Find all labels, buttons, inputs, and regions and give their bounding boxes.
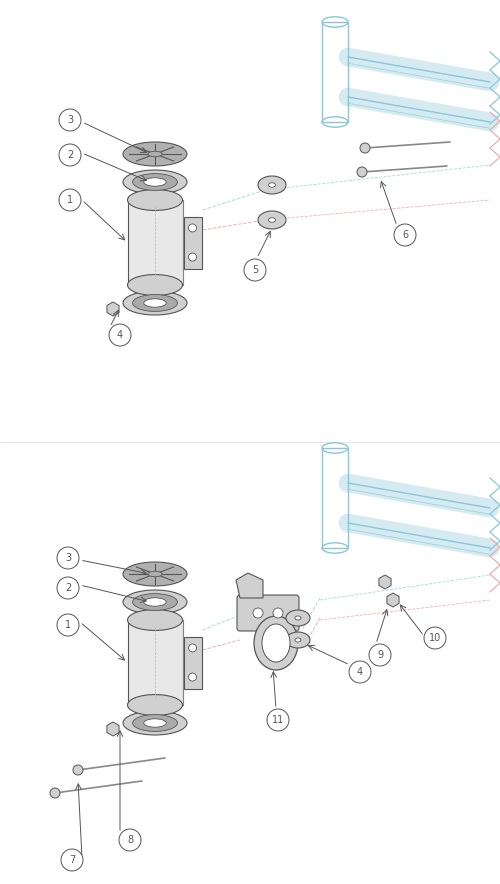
Bar	[184, 217, 202, 269]
Circle shape	[109, 324, 131, 346]
Polygon shape	[107, 722, 119, 736]
Ellipse shape	[268, 217, 276, 222]
Ellipse shape	[295, 616, 301, 620]
Circle shape	[119, 829, 141, 851]
Circle shape	[253, 608, 263, 618]
Circle shape	[188, 673, 196, 681]
Text: 2: 2	[67, 150, 73, 160]
Ellipse shape	[123, 170, 187, 194]
Text: 8: 8	[127, 835, 133, 845]
Ellipse shape	[144, 178, 166, 187]
Bar	[128, 620, 182, 705]
Text: 7: 7	[69, 855, 75, 865]
Text: 3: 3	[67, 115, 73, 125]
FancyBboxPatch shape	[237, 595, 299, 631]
Text: 4: 4	[357, 667, 363, 677]
Ellipse shape	[295, 638, 301, 642]
Bar	[184, 636, 202, 689]
Ellipse shape	[132, 593, 178, 610]
Text: 3: 3	[65, 553, 71, 563]
Ellipse shape	[258, 211, 286, 229]
Circle shape	[50, 788, 60, 798]
Text: 9: 9	[377, 650, 383, 660]
Ellipse shape	[268, 183, 276, 187]
Ellipse shape	[254, 616, 298, 670]
Polygon shape	[379, 575, 391, 589]
Bar	[128, 200, 182, 285]
Ellipse shape	[144, 299, 166, 308]
Ellipse shape	[123, 291, 187, 315]
Ellipse shape	[128, 189, 182, 210]
Ellipse shape	[123, 590, 187, 614]
Bar	[322, 448, 348, 548]
Text: 4: 4	[117, 330, 123, 340]
Ellipse shape	[262, 624, 290, 662]
Ellipse shape	[128, 610, 182, 630]
Ellipse shape	[144, 719, 166, 728]
Circle shape	[267, 709, 289, 731]
Circle shape	[360, 143, 370, 153]
Ellipse shape	[144, 598, 166, 606]
Circle shape	[394, 224, 416, 246]
Ellipse shape	[128, 695, 182, 715]
Ellipse shape	[128, 275, 182, 295]
Polygon shape	[387, 593, 399, 607]
Ellipse shape	[123, 562, 187, 586]
Circle shape	[188, 253, 196, 261]
Ellipse shape	[148, 571, 162, 576]
Circle shape	[59, 109, 81, 131]
Ellipse shape	[148, 151, 162, 156]
Circle shape	[369, 644, 391, 666]
Circle shape	[61, 849, 83, 871]
Circle shape	[188, 224, 196, 232]
Ellipse shape	[286, 610, 310, 626]
Circle shape	[357, 167, 367, 177]
Ellipse shape	[258, 176, 286, 194]
Ellipse shape	[286, 632, 310, 648]
Polygon shape	[236, 573, 263, 598]
Circle shape	[57, 614, 79, 636]
Ellipse shape	[123, 142, 187, 166]
Text: 5: 5	[252, 265, 258, 275]
Circle shape	[59, 144, 81, 166]
Circle shape	[244, 259, 266, 281]
Ellipse shape	[132, 294, 178, 311]
Circle shape	[59, 189, 81, 211]
Circle shape	[57, 547, 79, 569]
Text: 11: 11	[272, 715, 284, 725]
Circle shape	[188, 644, 196, 652]
Text: 2: 2	[65, 583, 71, 593]
Circle shape	[273, 608, 283, 618]
Ellipse shape	[132, 714, 178, 731]
Circle shape	[349, 661, 371, 683]
Polygon shape	[107, 302, 119, 316]
Circle shape	[424, 627, 446, 649]
Bar	[322, 22, 348, 122]
Ellipse shape	[132, 173, 178, 190]
Text: 6: 6	[402, 230, 408, 240]
Text: 10: 10	[429, 633, 441, 643]
Text: 1: 1	[65, 620, 71, 630]
Ellipse shape	[123, 711, 187, 735]
Circle shape	[57, 577, 79, 599]
Text: 1: 1	[67, 195, 73, 205]
Circle shape	[73, 765, 83, 775]
